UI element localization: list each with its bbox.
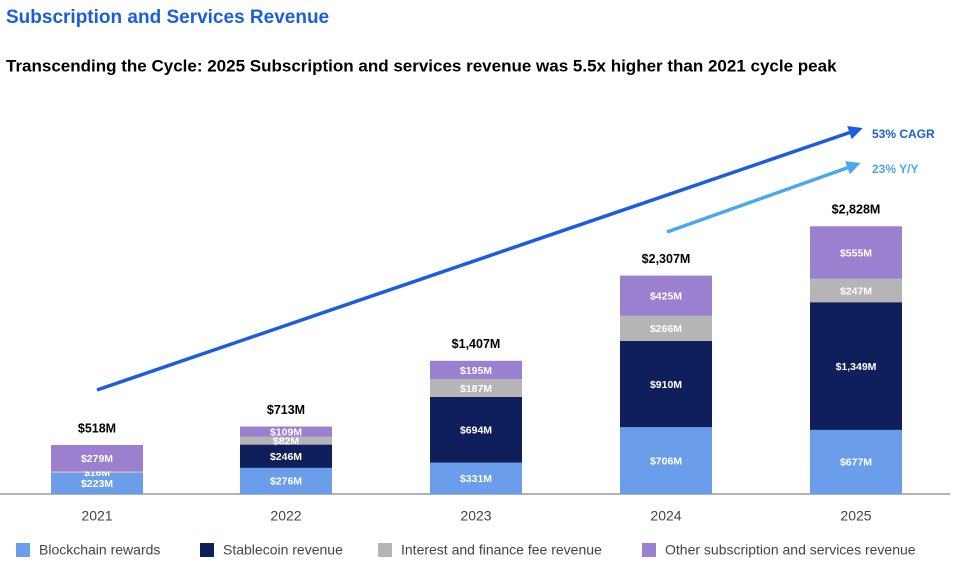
legend-label: Other subscription and services revenue xyxy=(665,542,916,558)
value-label: $910M xyxy=(650,379,682,391)
total-label: $713M xyxy=(267,403,305,417)
legend-label: Stablecoin revenue xyxy=(223,542,343,558)
annotation-arrow xyxy=(96,126,863,392)
value-label: $187M xyxy=(460,383,492,395)
bar-segment xyxy=(810,226,902,279)
value-label: $677M xyxy=(840,457,872,469)
bar-segment xyxy=(810,429,902,494)
value-label: $555M xyxy=(840,247,872,259)
bar-segment xyxy=(51,444,143,472)
bar-segment xyxy=(51,472,143,494)
value-label: $109M xyxy=(270,426,302,438)
total-label: $518M xyxy=(78,421,116,435)
value-label: $195M xyxy=(460,365,492,377)
value-label: $694M xyxy=(460,425,492,437)
bar-segment xyxy=(240,444,332,468)
value-label: $331M xyxy=(460,473,492,485)
x-tick-label: 2021 xyxy=(81,508,112,524)
annotation-text: 53% CAGR xyxy=(872,127,935,141)
value-label: $223M xyxy=(81,478,113,490)
bar-segment xyxy=(240,467,332,494)
legend-swatch xyxy=(200,543,214,557)
bar-segment xyxy=(430,462,522,494)
value-label: $82M xyxy=(273,435,300,447)
value-label: $706M xyxy=(650,455,682,467)
legend-label: Interest and finance fee revenue xyxy=(401,542,602,558)
value-label: $266M xyxy=(650,323,682,335)
x-tick-label: 2024 xyxy=(650,508,681,524)
annotation-text: 23% Y/Y xyxy=(872,162,918,176)
legend-swatch xyxy=(642,543,656,557)
annotation-arrow xyxy=(666,161,861,234)
legend-label: Blockchain rewards xyxy=(39,542,160,558)
bar-segment xyxy=(620,427,712,494)
total-label: $2,307M xyxy=(642,252,691,266)
bar-segment xyxy=(240,436,332,445)
x-tick-label: 2022 xyxy=(270,508,301,524)
bar-segment xyxy=(51,471,143,473)
value-label: $246M xyxy=(270,451,302,463)
value-label: $425M xyxy=(650,291,682,303)
x-tick-label: 2025 xyxy=(840,508,871,524)
section-title: Subscription and Services Revenue xyxy=(6,7,329,28)
value-label: $247M xyxy=(840,285,872,297)
total-label: $1,407M xyxy=(452,337,501,351)
chart-title: Transcending the Cycle: 2025 Subscriptio… xyxy=(6,56,837,75)
bar-segment xyxy=(430,396,522,463)
value-label: $279M xyxy=(81,453,113,465)
bar-segment xyxy=(620,315,712,342)
value-label: $276M xyxy=(270,476,302,488)
bar-segment xyxy=(240,426,332,437)
total-label: $2,828M xyxy=(832,203,881,217)
bar-segment xyxy=(430,379,522,397)
legend-swatch xyxy=(16,543,30,557)
legend-swatch xyxy=(378,543,392,557)
value-label: $1,349M xyxy=(836,361,877,373)
bar-segment xyxy=(810,278,902,303)
bar-segment xyxy=(620,341,712,428)
bar-segment xyxy=(430,360,522,380)
bar-segment xyxy=(810,302,902,430)
bar-segment xyxy=(620,275,712,316)
x-tick-label: 2023 xyxy=(460,508,491,524)
